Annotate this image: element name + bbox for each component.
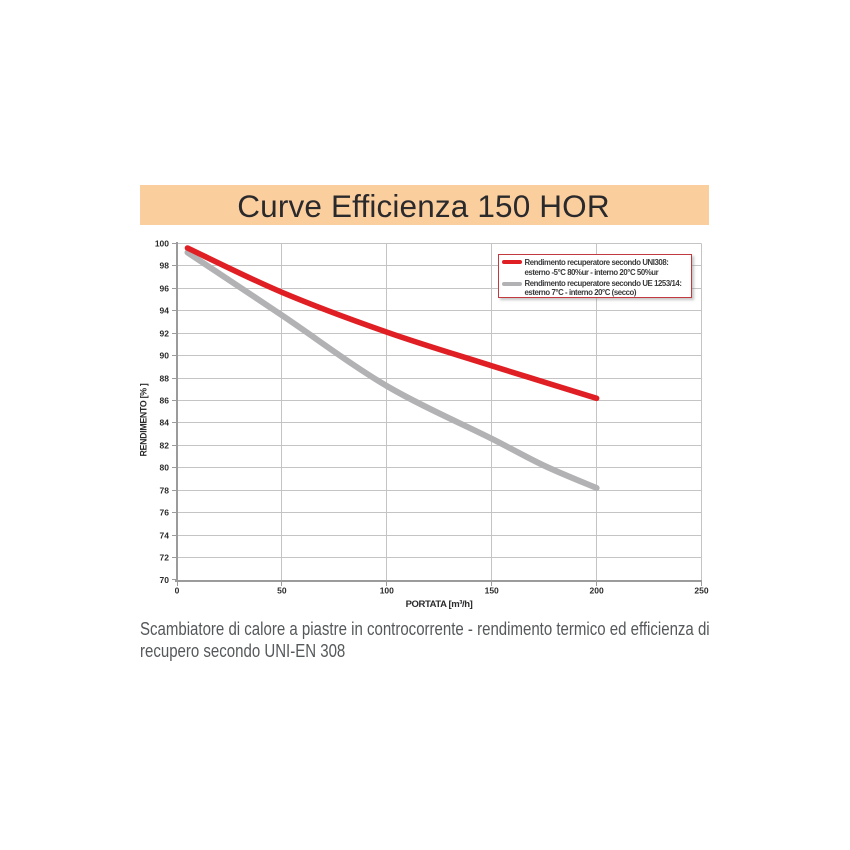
svg-text:150: 150 <box>485 586 499 596</box>
svg-text:72: 72 <box>160 553 170 563</box>
svg-text:92: 92 <box>160 329 170 339</box>
svg-text:82: 82 <box>160 441 170 451</box>
svg-text:96: 96 <box>160 284 170 294</box>
svg-text:PORTATA [m³/h]: PORTATA [m³/h] <box>406 599 473 610</box>
svg-text:70: 70 <box>160 575 170 585</box>
svg-text:86: 86 <box>160 396 170 406</box>
svg-text:94: 94 <box>160 306 170 316</box>
svg-text:98: 98 <box>160 261 170 271</box>
svg-text:100: 100 <box>380 586 394 596</box>
svg-text:RENDIMENTO [% ]: RENDIMENTO [% ] <box>139 383 149 456</box>
svg-text:200: 200 <box>590 586 604 596</box>
svg-text:74: 74 <box>160 531 170 541</box>
svg-text:250: 250 <box>694 586 708 596</box>
svg-text:100: 100 <box>155 239 169 249</box>
svg-text:90: 90 <box>160 351 170 361</box>
svg-text:80: 80 <box>160 463 170 473</box>
svg-text:88: 88 <box>160 374 170 384</box>
svg-text:50: 50 <box>277 586 287 596</box>
svg-text:78: 78 <box>160 486 170 496</box>
svg-text:0: 0 <box>175 586 180 596</box>
svg-text:84: 84 <box>160 418 170 428</box>
svg-text:76: 76 <box>160 508 170 518</box>
